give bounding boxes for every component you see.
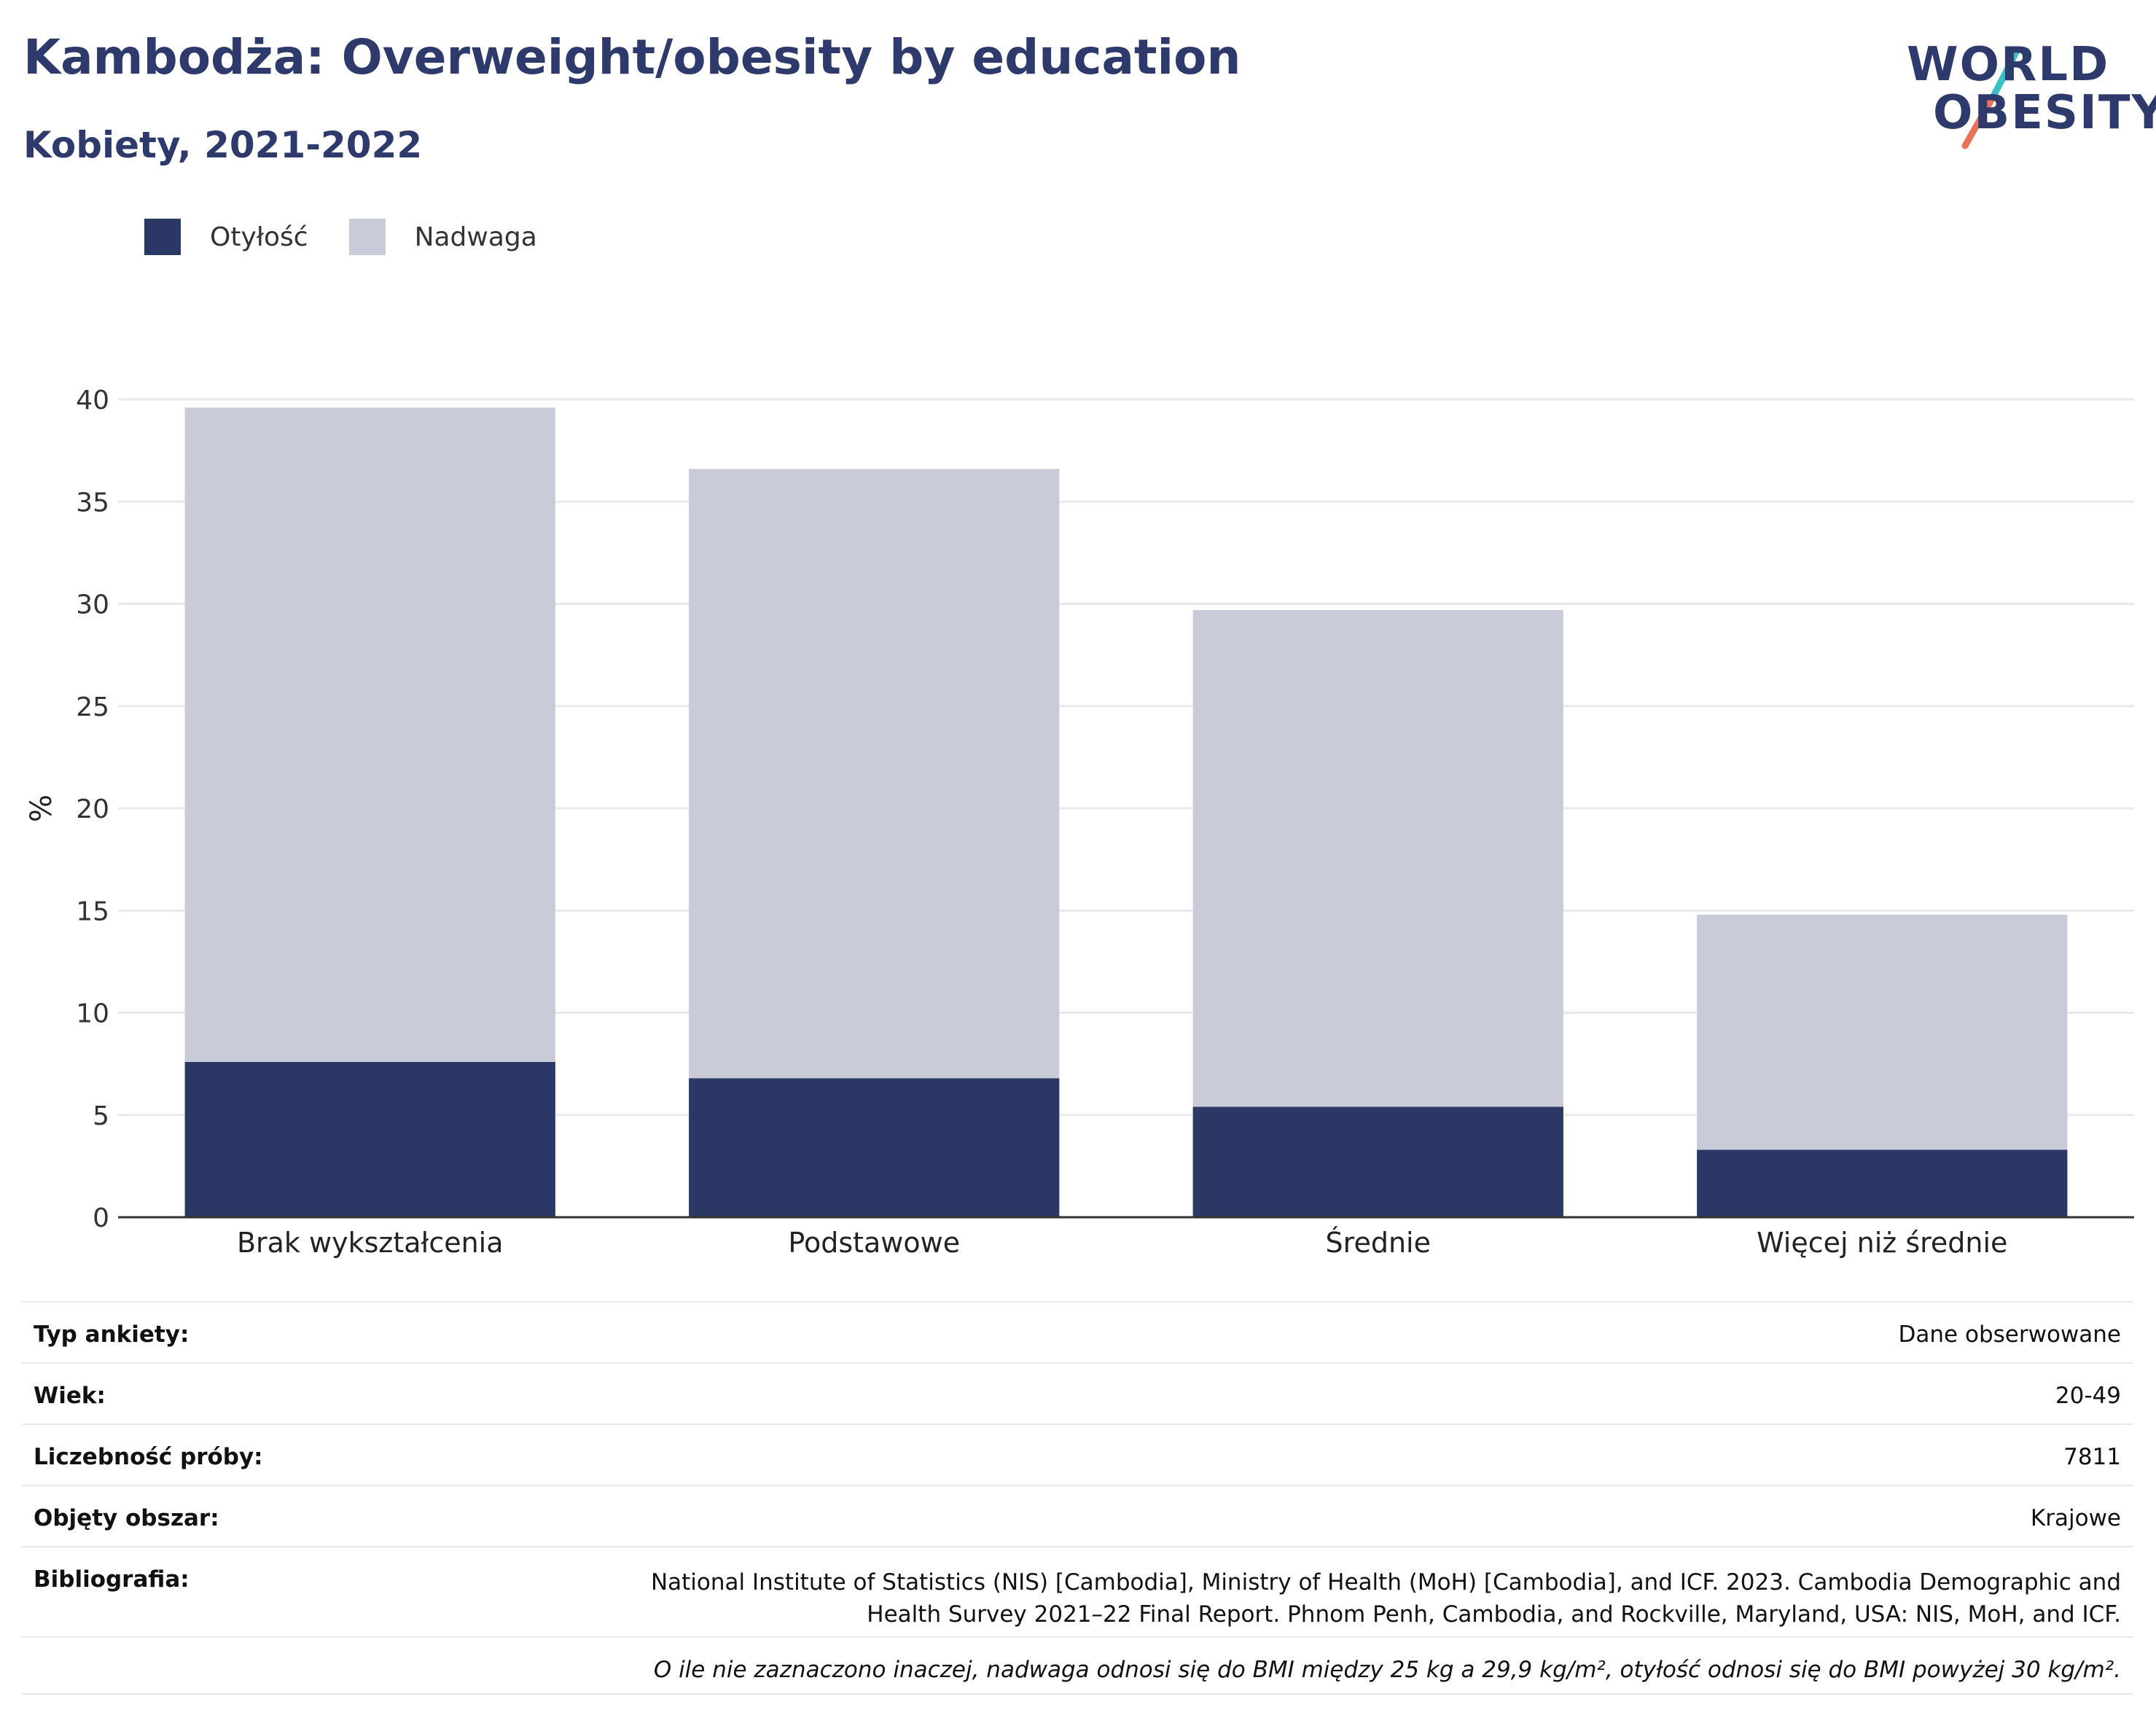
meta-row-age: Wiek: 20-49 (22, 1362, 2133, 1423)
bar-overweight (689, 469, 1060, 1079)
legend-swatch-obesity (144, 219, 181, 255)
meta-value: Dane obserwowane (1898, 1321, 2121, 1348)
bar-obesity (1192, 1106, 1563, 1217)
meta-value: Krajowe (2030, 1505, 2121, 1531)
page-subtitle: Kobiety, 2021-2022 (23, 124, 423, 166)
x-tick-label: Podstawowe (788, 1227, 960, 1259)
bar-obesity (184, 1061, 555, 1217)
legend-label-obesity: Otyłość (210, 222, 308, 252)
y-tick-label: 15 (76, 897, 109, 926)
y-tick-label: 10 (76, 999, 109, 1029)
logo-word-obesity: OBESITY (1933, 86, 2156, 140)
meta-value: 20-49 (2055, 1383, 2121, 1409)
bibliography-line: Health Survey 2021–22 Final Report. Phno… (867, 1601, 2121, 1628)
logo-word-world: WORLD (1907, 38, 2110, 92)
bibliography-line: National Institute of Statistics (NIS) [… (650, 1569, 2121, 1596)
bar-overweight (184, 407, 555, 1062)
meta-row-sample-size: Liczebność próby: 7811 (22, 1423, 2133, 1485)
bar-overweight (1192, 609, 1563, 1107)
chart-legend: Otyłość Nadwaga (144, 215, 578, 259)
definition-note: O ile nie zaznaczono inaczej, nadwaga od… (22, 1636, 2133, 1695)
bar-obesity (1697, 1149, 2068, 1217)
world-obesity-logo: WORLD OBESITY (1895, 22, 2156, 153)
y-tick-label: 35 (76, 488, 109, 518)
bar-obesity (689, 1078, 1060, 1217)
meta-key: Typ ankiety: (34, 1321, 190, 1348)
bibliography-text: National Institute of Statistics (NIS) [… (651, 1566, 2121, 1630)
meta-key: Bibliografia: (34, 1566, 190, 1593)
bar-overweight (1697, 914, 2068, 1150)
metadata-table: Typ ankiety: Dane obserwowane Wiek: 20-4… (22, 1301, 2133, 1695)
y-tick-label: 30 (76, 590, 109, 620)
meta-key: Liczebność próby: (34, 1444, 263, 1470)
bar-chart: 0 5 10 15 20 25 30 35 40% Brak wykształcenia Podst… (25, 386, 2134, 1259)
y-tick-label: 0 (93, 1203, 109, 1233)
legend-swatch-overweight (348, 219, 386, 255)
legend-label-overweight: Nadwaga (414, 222, 537, 252)
logo-slash-icon (1961, 46, 2021, 149)
x-tick-label: Średnie (1326, 1227, 1431, 1259)
page-title: Kambodża: Overweight/obesity by educatio… (23, 29, 1241, 85)
meta-row-coverage: Objęty obszar: Krajowe (22, 1485, 2133, 1546)
meta-key: Objęty obszar: (34, 1505, 219, 1531)
y-tick-label: 40 (76, 386, 109, 415)
meta-value: 7811 (2063, 1444, 2121, 1470)
y-tick-label: 5 (93, 1101, 109, 1131)
x-tick-label: Więcej niż średnie (1757, 1227, 2007, 1259)
y-tick-label: 25 (76, 692, 109, 722)
y-axis-label: % (25, 794, 58, 822)
y-tick-label: 20 (76, 794, 109, 824)
meta-row-survey-type: Typ ankiety: Dane obserwowane (22, 1301, 2133, 1362)
x-tick-label: Brak wykształcenia (237, 1227, 504, 1259)
meta-key: Wiek: (34, 1383, 106, 1409)
meta-row-bibliography: Bibliografia: National Institute of Stat… (22, 1546, 2133, 1636)
